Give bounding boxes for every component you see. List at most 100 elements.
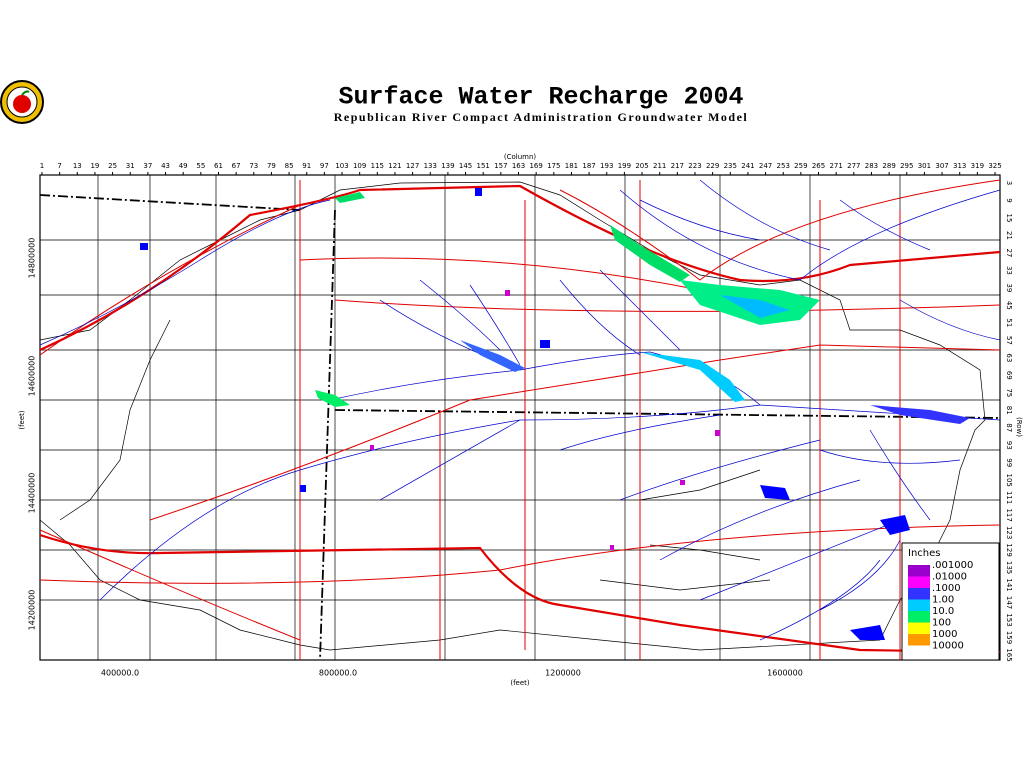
- row-label: 21: [1005, 231, 1013, 240]
- legend-swatch: [908, 634, 930, 646]
- column-label: 97: [320, 162, 329, 170]
- column-label: 133: [424, 162, 437, 170]
- column-label: 25: [108, 162, 117, 170]
- legend-label: 10.0: [932, 606, 954, 617]
- column-label: 187: [582, 162, 595, 170]
- column-label: 115: [371, 162, 384, 170]
- row-label: 81: [1005, 406, 1013, 415]
- column-label: 49: [179, 162, 188, 170]
- row-label: 57: [1005, 336, 1013, 345]
- logo: [0, 80, 44, 124]
- column-label: 229: [706, 162, 719, 170]
- column-label: 151: [477, 162, 490, 170]
- column-label: 223: [688, 162, 701, 170]
- column-label: 277: [847, 162, 860, 170]
- x-label: 400000.0: [101, 669, 139, 678]
- column-label: 289: [882, 162, 895, 170]
- column-label: 301: [918, 162, 931, 170]
- legend-swatch: [908, 576, 930, 588]
- column-label: 313: [953, 162, 966, 170]
- column-label: 1: [40, 162, 44, 170]
- row-label: 63: [1005, 353, 1013, 362]
- row-label: 3: [1005, 181, 1013, 185]
- y-label: 14400000: [28, 473, 37, 514]
- row-label: 135: [1005, 561, 1013, 574]
- column-label: 283: [865, 162, 878, 170]
- column-label: 163: [512, 162, 525, 170]
- row-label: 9: [1005, 198, 1013, 202]
- legend-swatch: [908, 588, 930, 600]
- y-label: 14600000: [28, 356, 37, 397]
- column-label: 127: [406, 162, 419, 170]
- legend-label: 10000: [932, 641, 964, 652]
- column-label: 37: [143, 162, 152, 170]
- column-label: 271: [829, 162, 842, 170]
- column-label: 157: [494, 162, 507, 170]
- x-label: 1600000: [767, 669, 803, 678]
- column-label: 295: [900, 162, 913, 170]
- column-label: 247: [759, 162, 772, 170]
- row-label: 39: [1005, 283, 1013, 292]
- column-label: 169: [529, 162, 542, 170]
- column-title: (Column): [504, 153, 537, 161]
- x-label: 1200000: [545, 669, 581, 678]
- column-label: 91: [302, 162, 311, 170]
- column-label: 259: [794, 162, 807, 170]
- row-label: 123: [1005, 526, 1013, 539]
- column-label: 103: [335, 162, 348, 170]
- row-title: (Row): [1015, 417, 1023, 437]
- column-label: 319: [971, 162, 984, 170]
- column-label: 13: [73, 162, 82, 170]
- row-label: 51: [1005, 318, 1013, 327]
- legend-label: 1000: [932, 629, 957, 640]
- subtitle: Republican River Compact Administration …: [334, 110, 749, 124]
- legend-label: 1.00: [932, 595, 954, 606]
- map-features: [39, 175, 1001, 661]
- row-label: 69: [1005, 371, 1013, 380]
- column-label: 241: [741, 162, 754, 170]
- column-label: 175: [547, 162, 560, 170]
- y-label: 14800000: [28, 238, 37, 279]
- column-label: 121: [388, 162, 401, 170]
- row-label: 33: [1005, 266, 1013, 275]
- column-label: 199: [618, 162, 631, 170]
- column-label: 67: [232, 162, 241, 170]
- row-label: 99: [1005, 458, 1013, 467]
- legend-label: .001000: [932, 560, 973, 571]
- x-label: 800000.0: [319, 669, 357, 678]
- y-title: (feet): [18, 410, 26, 430]
- column-label: 7: [57, 162, 61, 170]
- column-label: 43: [161, 162, 170, 170]
- column-label: 61: [214, 162, 223, 170]
- column-label: 85: [285, 162, 294, 170]
- legend-swatch: [908, 611, 930, 623]
- legend-label: .1000: [932, 583, 961, 594]
- column-label: 205: [635, 162, 648, 170]
- row-label: 27: [1005, 248, 1013, 257]
- row-label: 129: [1005, 543, 1013, 556]
- column-label: 73: [249, 162, 258, 170]
- legend-title: Inches: [908, 548, 941, 559]
- legend-swatch: [908, 565, 930, 577]
- column-label: 31: [126, 162, 135, 170]
- column-label: 79: [267, 162, 276, 170]
- row-label: 165: [1005, 648, 1013, 661]
- row-label: 141: [1005, 578, 1013, 591]
- legend-swatch: [908, 622, 930, 634]
- row-label: 153: [1005, 613, 1013, 626]
- column-label: 307: [935, 162, 948, 170]
- row-label: 45: [1005, 301, 1013, 310]
- legend: Inches .001000.01000.10001.0010.01001000…: [901, 542, 1000, 661]
- row-label: 15: [1005, 214, 1013, 223]
- legend-label: .01000: [932, 572, 967, 583]
- column-label: 145: [459, 162, 472, 170]
- column-label: 253: [777, 162, 790, 170]
- column-label: 211: [653, 162, 666, 170]
- row-label: 159: [1005, 631, 1013, 644]
- row-label: 75: [1005, 388, 1013, 397]
- column-label: 181: [565, 162, 578, 170]
- legend-label: 100: [932, 618, 951, 629]
- column-label: 265: [812, 162, 825, 170]
